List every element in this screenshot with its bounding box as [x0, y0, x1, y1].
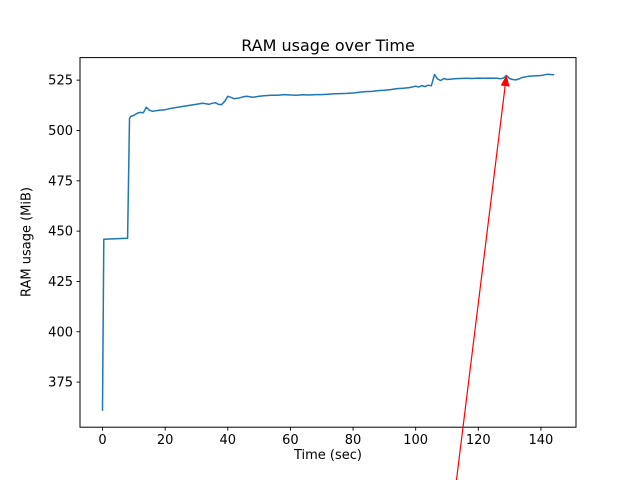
y-tick-label: 375	[48, 376, 73, 391]
x-tick-label: 140	[529, 433, 554, 448]
annotation-arrow-head	[500, 75, 510, 87]
x-tick-label: 120	[466, 433, 491, 448]
y-tick-label: 400	[48, 325, 73, 340]
ram-usage-line	[101, 73, 555, 412]
y-tick-label: 450	[48, 225, 73, 240]
annotation-arrow-shaft	[455, 85, 506, 480]
y-tick-label: 425	[48, 275, 73, 290]
x-tick-label: 100	[403, 433, 428, 448]
y-tick-label: 475	[48, 174, 73, 189]
x-axis-label: Time (sec)	[293, 448, 362, 463]
y-axis-label: RAM usage (MiB)	[19, 187, 35, 297]
chart-title: RAM usage over Time	[241, 36, 415, 55]
y-tick-label: 525	[48, 74, 73, 89]
axes-spines	[79, 57, 577, 428]
x-tick-label: 80	[345, 433, 362, 448]
x-tick-label: 20	[157, 433, 174, 448]
x-tick-label: 60	[282, 433, 299, 448]
x-tick-label: 0	[98, 433, 106, 448]
y-tick-label: 500	[48, 124, 73, 139]
x-tick-label: 40	[220, 433, 237, 448]
